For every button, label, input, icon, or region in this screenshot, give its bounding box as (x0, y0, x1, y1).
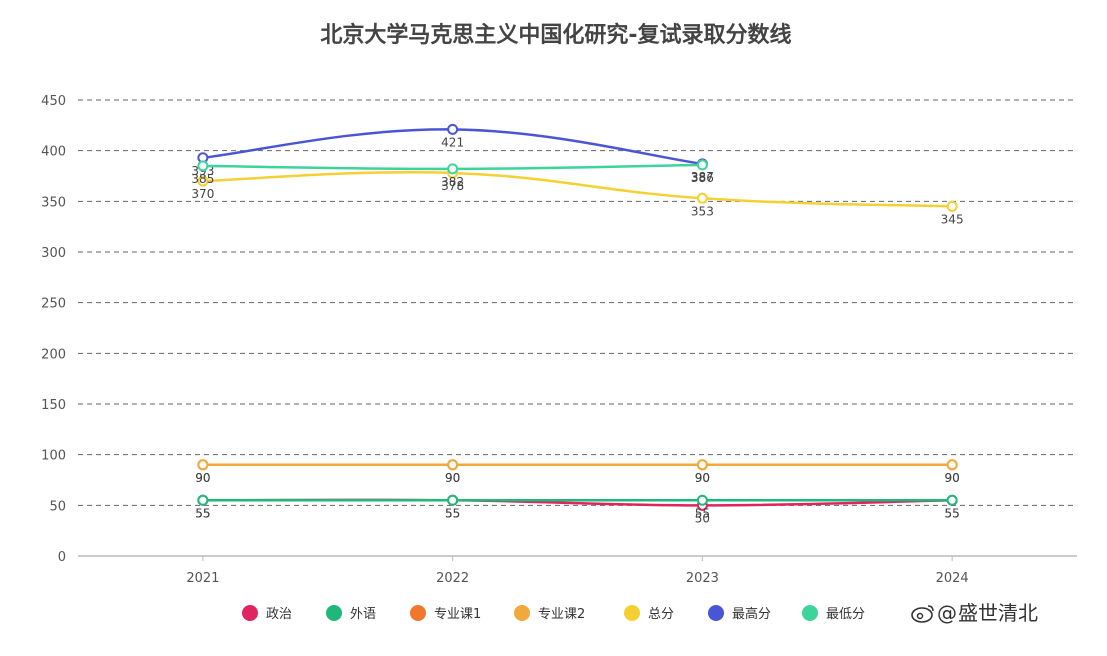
data-label: 90 (944, 471, 959, 485)
y-tick-label: 0 (58, 550, 66, 565)
data-label: 90 (195, 471, 210, 485)
data-point[interactable] (197, 175, 209, 187)
y-tick-label: 300 (41, 246, 66, 261)
data-point[interactable] (197, 494, 209, 506)
legend-label: 外语 (350, 607, 376, 622)
data-point[interactable] (696, 494, 708, 506)
legend-marker (242, 605, 258, 621)
legend-item[interactable]: 最高分 (708, 605, 771, 622)
data-label: 90 (445, 471, 460, 485)
series-1: 55 55 55 55 (195, 494, 960, 520)
legend-marker (624, 605, 640, 621)
data-label: 421 (441, 135, 464, 149)
legend-label: 最低分 (826, 607, 865, 622)
data-label: 370 (191, 187, 214, 201)
chart-title: 北京大学马克思主义中国化研究-复试录取分数线 (320, 22, 791, 48)
y-tick-label: 200 (41, 347, 66, 362)
series-6: 385 382 386 (191, 159, 714, 189)
legend-marker (708, 605, 724, 621)
data-point[interactable] (447, 123, 459, 135)
series-4: 370 378 353 345 (191, 167, 964, 226)
data-label: 90 (695, 471, 710, 485)
watermark: @ 盛世清北 (911, 601, 1038, 625)
data-point[interactable] (696, 459, 708, 471)
x-tick-label: 2023 (686, 571, 719, 586)
data-point[interactable] (946, 459, 958, 471)
grid (78, 99, 1077, 506)
legend-label: 政治 (266, 607, 292, 622)
legend-item[interactable]: 外语 (326, 605, 376, 622)
data-point[interactable] (946, 200, 958, 212)
legend-item[interactable]: 专业课1 (410, 605, 481, 622)
data-label: 387 (691, 170, 714, 184)
data-label: 378 (441, 179, 464, 193)
data-label: 353 (691, 204, 714, 218)
legend-label: 专业课2 (538, 607, 585, 622)
data-label: 55 (944, 506, 959, 520)
data-label: 50 (695, 511, 710, 525)
watermark-at: @ (937, 601, 957, 625)
legend-marker (410, 605, 426, 621)
data-label: 385 (191, 172, 214, 186)
data-label: 55 (445, 506, 460, 520)
legend-label: 专业课1 (434, 607, 481, 622)
data-label: 382 (441, 175, 464, 189)
weibo-icon (911, 605, 934, 623)
data-label: 55 (195, 506, 210, 520)
y-tick-label: 100 (41, 449, 66, 464)
y-tick-label: 150 (41, 398, 66, 413)
series-3: 90 90 90 90 (195, 459, 960, 485)
data-point[interactable] (197, 459, 209, 471)
legend-item[interactable]: 政治 (242, 605, 292, 622)
data-label: 55 (445, 506, 460, 520)
data-point[interactable] (696, 192, 708, 204)
series-5: 393421387 (191, 123, 714, 184)
data-point[interactable] (946, 494, 958, 506)
legend-marker (514, 605, 530, 621)
y-tick-label: 350 (41, 195, 66, 210)
data-point[interactable] (447, 163, 459, 175)
data-label: 55 (195, 506, 210, 520)
legend-label: 总分 (648, 607, 674, 622)
y-tick-label: 450 (41, 94, 66, 109)
legend-label: 最高分 (732, 606, 771, 622)
data-label: 345 (941, 212, 964, 226)
data-label: 386 (691, 171, 714, 185)
x-tick-label: 2024 (936, 571, 969, 586)
data-label: 90 (445, 471, 460, 485)
data-point[interactable] (197, 160, 209, 172)
data-point[interactable] (447, 459, 459, 471)
y-tick-label: 400 (41, 145, 66, 160)
data-label: 90 (195, 471, 210, 485)
y-tick-label: 50 (49, 499, 66, 514)
legend-item[interactable]: 专业课2 (514, 605, 585, 622)
y-tick-label: 250 (41, 297, 66, 312)
series-line (202, 171, 953, 208)
legend-marker (326, 605, 342, 621)
x-tick-label: 2022 (436, 571, 469, 586)
data-label: 55 (695, 506, 710, 520)
data-point[interactable] (696, 159, 708, 171)
data-label: 90 (944, 471, 959, 485)
legend-item[interactable]: 总分 (624, 605, 674, 622)
legend-item[interactable]: 最低分 (802, 605, 865, 622)
data-label: 90 (695, 471, 710, 485)
data-point[interactable] (447, 494, 459, 506)
watermark-text: 盛世清北 (958, 601, 1038, 625)
legend-marker (802, 605, 818, 621)
axes: 0 50 100 150 200 250 300 350 400 450 2021 2022 2023 2… (41, 94, 1077, 586)
x-tick-label: 2021 (186, 571, 219, 586)
data-label: 55 (944, 506, 959, 520)
legend[interactable]: 政治 外语 专业课1 专业课2 总分 最高分 最低分 (242, 605, 865, 622)
